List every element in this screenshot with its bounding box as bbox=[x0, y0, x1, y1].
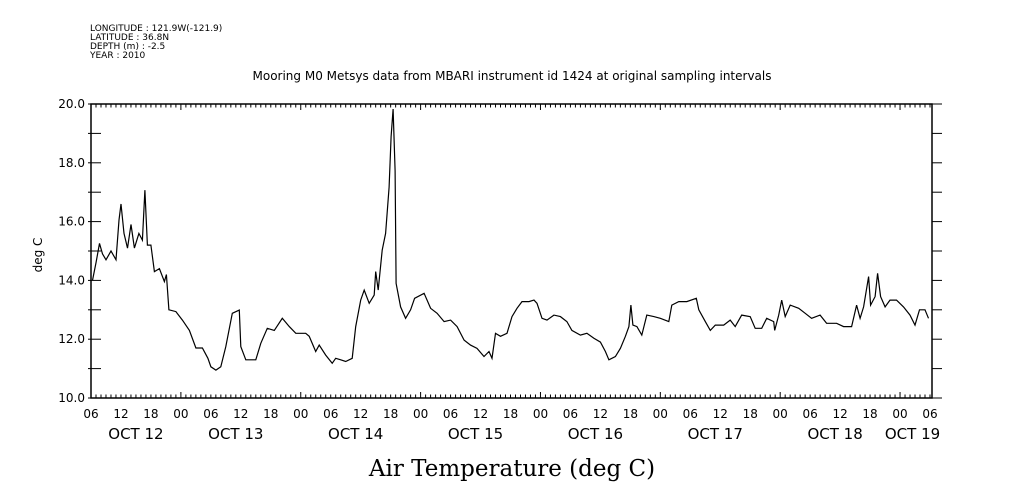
x-tick-label: 12 bbox=[832, 407, 847, 421]
x-tick-label: 06 bbox=[83, 407, 98, 421]
depth-text: DEPTH (m) : -2.5 bbox=[90, 42, 165, 52]
y-tick-label: 14.0 bbox=[58, 273, 85, 287]
x-tick-label: 06 bbox=[323, 407, 338, 421]
plot-frame bbox=[90, 103, 933, 399]
x-tick-label: 18 bbox=[383, 407, 398, 421]
x-tick-label: 00 bbox=[653, 407, 668, 421]
y-tick-label: 20.0 bbox=[58, 97, 85, 111]
latitude-text: LATITUDE : 36.8N bbox=[90, 33, 169, 43]
x-tick-label: 12 bbox=[473, 407, 488, 421]
x-tick-label: 00 bbox=[413, 407, 428, 421]
axes: 10.0 12.0 14.0 16.0 18.0 20.0 06 12 18 00 06 12 18 00… bbox=[58, 97, 942, 443]
day-label: OCT 19 bbox=[885, 425, 940, 443]
day-label: OCT 15 bbox=[448, 425, 503, 443]
x-tick-label: 06 bbox=[203, 407, 218, 421]
y-tick-label: 16.0 bbox=[58, 215, 85, 229]
x-tick-label: 06 bbox=[803, 407, 818, 421]
year-text: YEAR : 2010 bbox=[89, 51, 146, 61]
x-tick-label: 18 bbox=[263, 407, 278, 421]
x-tick-label: 12 bbox=[593, 407, 608, 421]
day-label: OCT 13 bbox=[208, 425, 263, 443]
y-tick-label: 10.0 bbox=[58, 391, 85, 405]
x-tick-label: 18 bbox=[143, 407, 158, 421]
longitude-text: LONGITUDE : 121.9W(-121.9) bbox=[90, 24, 222, 34]
y-axis-label: deg C bbox=[31, 238, 45, 273]
chart-title: Mooring M0 Metsys data from MBARI instru… bbox=[253, 69, 772, 83]
x-tick-label: 18 bbox=[743, 407, 758, 421]
x-tick-label: 00 bbox=[773, 407, 788, 421]
x-tick-label: 18 bbox=[623, 407, 638, 421]
x-tick-label: 12 bbox=[353, 407, 368, 421]
x-tick-label: 06 bbox=[443, 407, 458, 421]
x-tick-label: 00 bbox=[533, 407, 548, 421]
day-label: OCT 16 bbox=[568, 425, 623, 443]
x-tick-label: 18 bbox=[503, 407, 518, 421]
x-tick-label: 12 bbox=[233, 407, 248, 421]
day-label: OCT 18 bbox=[807, 425, 862, 443]
x-tick-label: 00 bbox=[293, 407, 308, 421]
x-axis-title: Air Temperature (deg C) bbox=[368, 456, 655, 482]
air-temperature-line bbox=[91, 108, 930, 371]
x-tick-label: 00 bbox=[892, 407, 907, 421]
x-tick-label: 00 bbox=[173, 407, 188, 421]
x-tick-label: 12 bbox=[113, 407, 128, 421]
x-tick-label: 12 bbox=[713, 407, 728, 421]
y-tick-label: 12.0 bbox=[58, 332, 85, 346]
metadata-block: LONGITUDE : 121.9W(-121.9) LATITUDE : 36… bbox=[89, 24, 222, 61]
day-label: OCT 14 bbox=[328, 425, 383, 443]
x-tick-label: 06 bbox=[563, 407, 578, 421]
day-label: OCT 12 bbox=[108, 425, 163, 443]
x-tick-label: 18 bbox=[862, 407, 877, 421]
x-tick-label: 06 bbox=[683, 407, 698, 421]
y-tick-label: 18.0 bbox=[58, 156, 85, 170]
x-tick-label: 06 bbox=[922, 407, 937, 421]
day-label: OCT 17 bbox=[688, 425, 743, 443]
